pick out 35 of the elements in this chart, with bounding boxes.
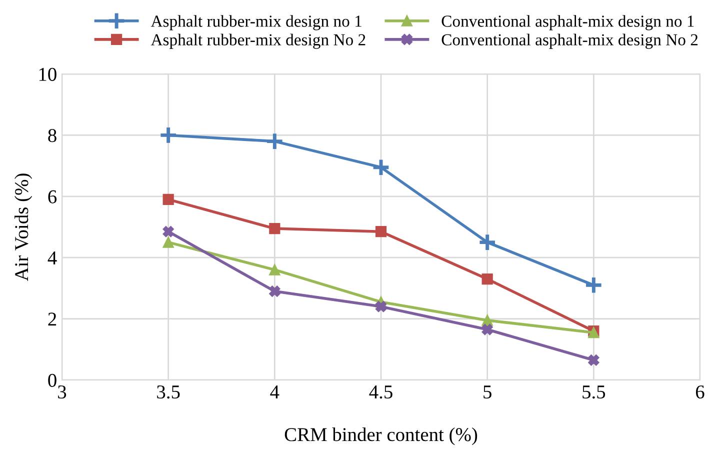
legend-label: Asphalt rubber-mix design no 1 [150,15,362,30]
point [584,276,604,295]
y-tick-label: 0 [48,374,56,387]
x-axis-title: CRM binder content (%) [284,427,478,446]
point [482,273,493,285]
point [375,226,387,238]
legend-label: Conventional asphalt-mix design no 1 [442,15,694,30]
point [162,194,174,206]
legend-label: Conventional asphalt-mix design No 2 [442,34,698,49]
point [375,301,387,312]
x-tick-label: 3 [58,385,66,399]
point [269,286,280,297]
point [265,132,284,151]
x-tick-label: 4.5 [369,386,392,399]
point [269,222,280,234]
y-tick-label: 2 [48,312,56,326]
legend-label: Asphalt rubber-mix design No 2 [150,34,366,49]
x-tick-label: 5.5 [582,386,606,399]
x-tick-label: 6 [696,385,704,399]
y-tick-label: 4 [48,252,57,264]
y-tick-label: 6 [48,190,57,204]
point [158,126,178,145]
point [478,232,497,252]
point [372,158,390,177]
x-tick-label: 5 [484,386,492,399]
y-axis-title: Air Voids (%) [14,174,32,282]
point [482,324,493,336]
x-tick-label: 3.5 [157,385,180,399]
point [162,226,174,238]
y-tick-label: 10 [39,68,56,81]
point [588,354,600,366]
point [269,264,280,276]
point [162,236,174,248]
y-tick-label: 8 [48,129,56,142]
x-tick-label: 4 [270,386,280,398]
